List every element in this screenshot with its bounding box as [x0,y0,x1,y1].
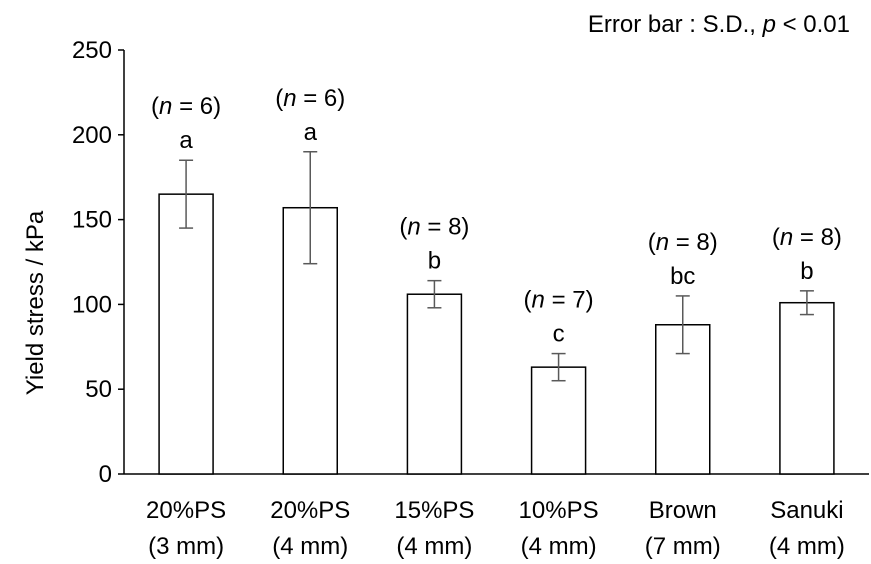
x-tick-sublabel: (4 mm) [769,533,845,560]
y-ticks: 0 50 100 150 200 250 [72,37,124,488]
group-letter: b [428,248,441,275]
bar-1 [158,193,214,475]
n-label: (n = 7) [524,287,594,314]
group-letter: b [800,258,813,285]
bar-6 [779,301,835,475]
group-letter: c [553,321,565,348]
group-letter: a [179,127,193,154]
y-tick-label: 250 [72,37,112,64]
x-tick-label: 15%PS [394,497,474,524]
y-tick-label: 200 [72,122,112,149]
bar-annotations: a (n = 6) a (n = 6) b (n = 8) c (n = 7) bc (n = 8… [151,85,842,348]
x-tick-label: 20%PS [270,497,350,524]
error-bars [179,151,814,382]
n-label: (n = 6) [151,93,221,120]
x-tick-sublabel: (3 mm) [148,533,224,560]
error-bar-annotation: Error bar : S.D., p < 0.01 [588,11,850,38]
group-letter: bc [670,263,695,290]
x-tick-sublabel: (4 mm) [396,533,472,560]
n-label: (n = 8) [772,224,842,251]
n-label: (n = 8) [648,229,718,256]
y-tick-label: 0 [99,461,112,488]
y-tick-label: 100 [72,291,112,318]
bar-3 [406,293,463,475]
y-axis-label: Yield stress / kPa [22,210,49,395]
x-tick-label: 20%PS [146,497,226,524]
x-tick-sublabel: (7 mm) [645,533,721,560]
n-label: (n = 6) [275,85,345,112]
bars [158,193,835,475]
group-letter: a [304,119,318,146]
y-tick-label: 50 [85,376,112,403]
n-label: (n = 8) [399,214,469,241]
y-tick-label: 150 [72,207,112,234]
x-tick-label: Sanuki [770,497,843,524]
x-tick-label: Brown [649,497,717,524]
x-tick-sublabel: (4 mm) [521,533,597,560]
axes [123,50,869,475]
x-tick-sublabel: (4 mm) [272,533,348,560]
x-tick-label: 10%PS [519,497,599,524]
x-tick-labels: 20%PS (3 mm) 20%PS (4 mm) 15%PS (4 mm) 10%PS (4… [146,497,845,560]
bar-4 [530,366,587,475]
